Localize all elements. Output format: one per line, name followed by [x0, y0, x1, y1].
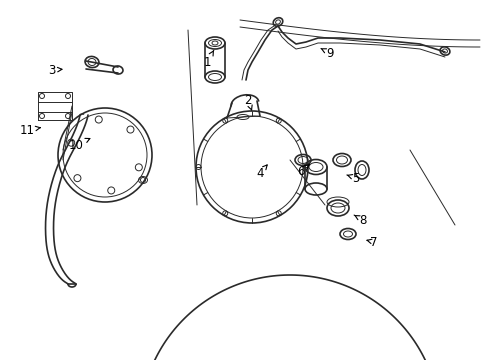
Text: 5: 5 [346, 171, 359, 185]
Text: 11: 11 [20, 123, 40, 136]
Text: 9: 9 [320, 46, 333, 59]
Text: 4: 4 [256, 165, 266, 180]
Text: 7: 7 [366, 235, 377, 248]
Text: 1: 1 [203, 50, 213, 68]
Text: 2: 2 [244, 94, 252, 110]
Text: 3: 3 [48, 63, 62, 77]
Text: 8: 8 [353, 213, 366, 226]
Text: 6: 6 [297, 164, 309, 177]
Text: 10: 10 [68, 138, 90, 152]
